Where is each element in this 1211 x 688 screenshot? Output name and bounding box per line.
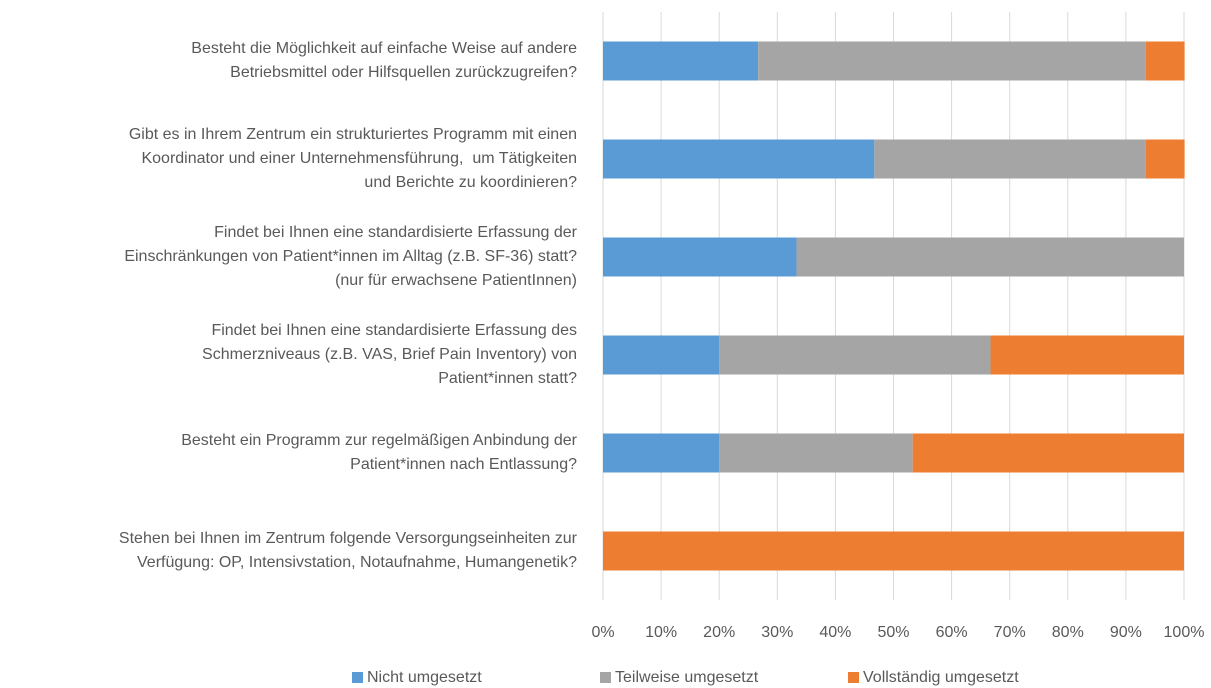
bar-segment	[603, 139, 875, 179]
legend-swatch	[848, 672, 859, 683]
category-label: Gibt es in Ihrem Zentrum ein strukturier…	[129, 126, 577, 191]
category-line: Einschränkungen von Patient*innen im All…	[124, 248, 577, 265]
bar-segment	[603, 237, 797, 277]
x-tick-label: 50%	[877, 624, 909, 641]
bar-segment	[603, 41, 759, 81]
category-label: Findet bei Ihnen eine standardisierte Er…	[124, 224, 577, 289]
category-line: Schmerzniveaus (z.B. VAS, Brief Pain Inv…	[202, 346, 577, 363]
legend-swatch	[352, 672, 363, 683]
x-tick-label: 60%	[936, 624, 968, 641]
bar-segment	[758, 41, 1146, 81]
bar-segment	[1145, 139, 1185, 179]
x-tick-label: 80%	[1052, 624, 1084, 641]
bar-segment	[796, 237, 1184, 277]
bar-segment	[603, 335, 720, 375]
x-tick-label: 40%	[819, 624, 851, 641]
x-tick-label: 100%	[1164, 624, 1205, 641]
legend-label: Teilweise umgesetzt	[615, 669, 759, 686]
bar-segment	[719, 433, 913, 473]
bar-segment	[990, 335, 1184, 375]
category-line: Stehen bei Ihnen im Zentrum folgende Ver…	[119, 530, 578, 547]
x-tick-label: 0%	[591, 624, 614, 641]
legend-label: Nicht umgesetzt	[367, 669, 482, 686]
category-line: Findet bei Ihnen eine standardisierte Er…	[211, 322, 577, 339]
category-line: Patient*innen nach Entlassung?	[350, 456, 577, 473]
bar-segment	[1145, 41, 1185, 81]
x-tick-label: 10%	[645, 624, 677, 641]
category-line: Koordinator und einer Unternehmensführun…	[141, 150, 577, 167]
category-label: Besteht die Möglichkeit auf einfache Wei…	[191, 40, 577, 81]
category-label: Besteht ein Programm zur regelmäßigen An…	[181, 432, 577, 473]
category-label: Stehen bei Ihnen im Zentrum folgende Ver…	[119, 530, 578, 571]
bar-segment	[912, 433, 1184, 473]
x-tick-label: 30%	[761, 624, 793, 641]
category-line: Verfügung: OP, Intensivstation, Notaufna…	[137, 554, 577, 571]
category-line: (nur für erwachsene PatientInnen)	[335, 272, 577, 289]
category-line: Gibt es in Ihrem Zentrum ein strukturier…	[129, 126, 577, 143]
x-tick-label: 20%	[703, 624, 735, 641]
category-line: Betriebsmittel oder Hilfsquellen zurückz…	[230, 64, 577, 81]
category-label: Findet bei Ihnen eine standardisierte Er…	[202, 322, 577, 387]
category-line: Besteht ein Programm zur regelmäßigen An…	[181, 432, 577, 449]
legend-label: Vollständig umgesetzt	[863, 669, 1019, 686]
x-tick-label: 90%	[1110, 624, 1142, 641]
category-line: und Berichte zu koordinieren?	[364, 174, 577, 191]
bar-segment	[603, 433, 720, 473]
bar-segment	[603, 531, 1184, 571]
category-line: Besteht die Möglichkeit auf einfache Wei…	[191, 40, 577, 57]
category-line: Patient*innen statt?	[438, 370, 577, 387]
x-tick-label: 70%	[994, 624, 1026, 641]
legend-swatch	[600, 672, 611, 683]
bar-segment	[874, 139, 1146, 179]
category-line: Findet bei Ihnen eine standardisierte Er…	[214, 224, 578, 241]
bar-segment	[719, 335, 991, 375]
